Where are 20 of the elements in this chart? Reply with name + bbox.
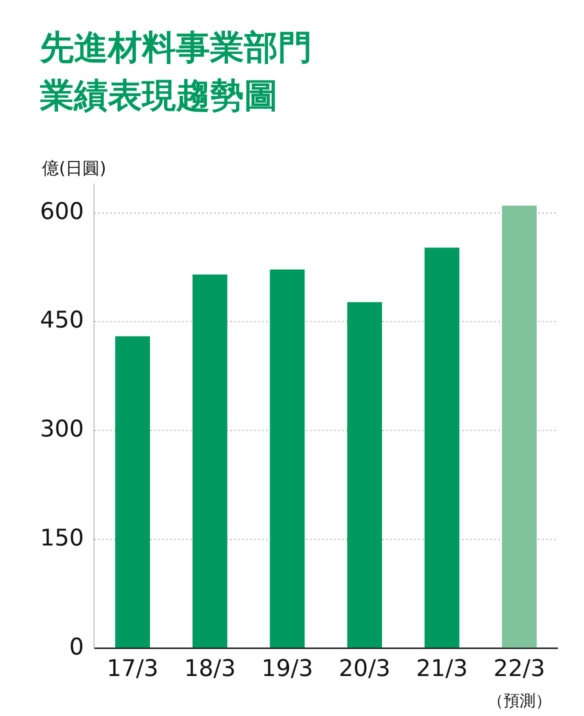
y-tick-label: 450 xyxy=(40,308,84,334)
bar xyxy=(270,269,305,648)
x-tick-label: 21/3 xyxy=(416,656,468,682)
y-tick-label: 300 xyxy=(40,416,84,443)
bar xyxy=(347,302,382,648)
chart-title: 先進材料事業部門業績表現趨勢圖 xyxy=(40,27,313,118)
y-axis-title: 億(日圓) xyxy=(42,158,106,180)
bar xyxy=(502,206,537,648)
y-tick-label: 150 xyxy=(40,525,84,552)
x-tick-label: 18/3 xyxy=(184,656,236,682)
bar xyxy=(424,248,460,648)
y-tick-label: 600 xyxy=(40,198,84,225)
bar xyxy=(115,336,150,648)
text: （預測） xyxy=(487,691,552,710)
bar xyxy=(192,274,228,648)
x-tick-label: 19/3 xyxy=(261,656,314,682)
x-tick-label: 22/3 xyxy=(493,656,546,682)
x-tick-label: 17/3 xyxy=(106,656,158,682)
y-tick-label: 0 xyxy=(69,634,84,660)
x-tick-label: 20/3 xyxy=(338,656,390,682)
